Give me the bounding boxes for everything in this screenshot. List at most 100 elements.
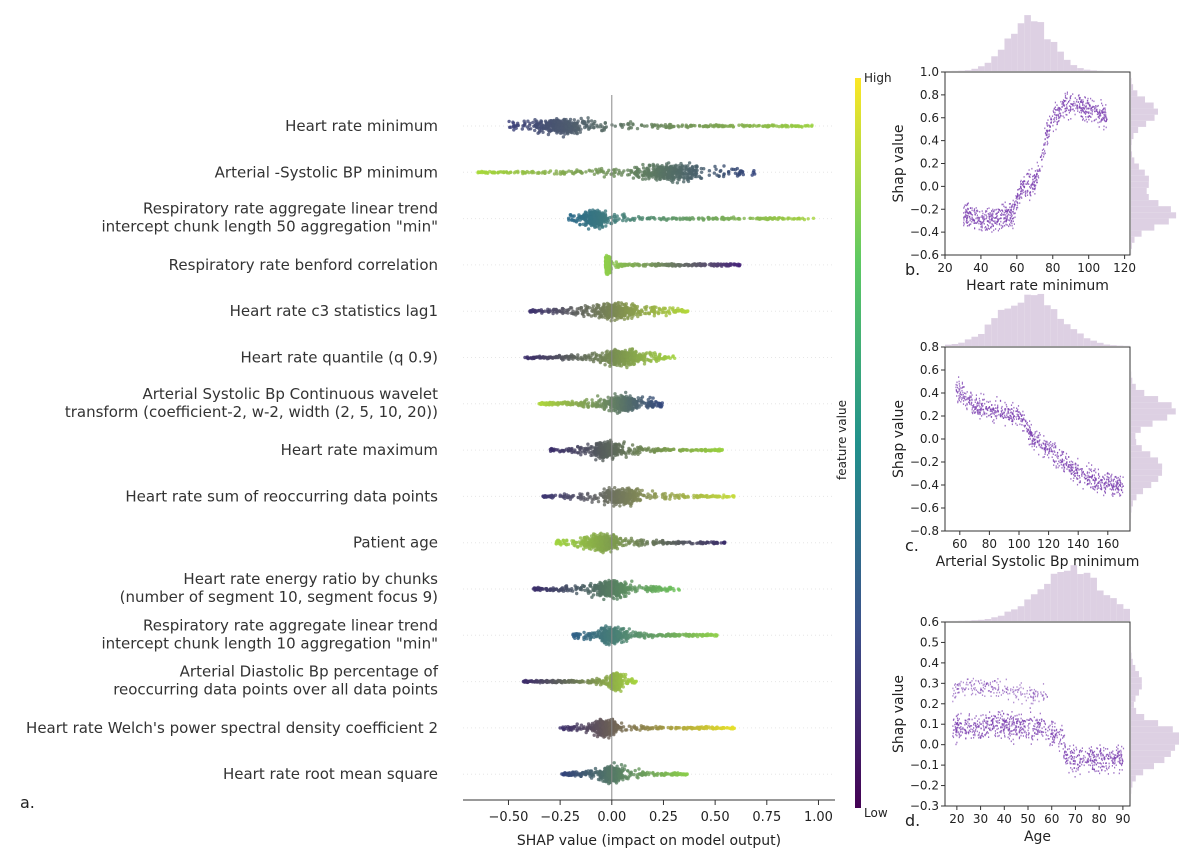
shap-point <box>636 358 640 362</box>
shap-point <box>534 355 539 359</box>
shap-point <box>781 124 786 128</box>
shap-point <box>625 354 630 359</box>
shap-point <box>537 130 541 134</box>
shap-point <box>688 168 693 173</box>
shap-point <box>590 497 594 501</box>
shap-point <box>496 171 500 175</box>
shap-point <box>603 209 608 213</box>
shap-point <box>594 442 599 447</box>
shap-point <box>654 354 658 359</box>
shap-point <box>540 171 544 175</box>
shap-point <box>493 171 497 175</box>
shap-point <box>604 454 608 458</box>
shap-point <box>636 167 640 171</box>
shap-point <box>555 172 559 176</box>
shap-point <box>673 310 678 314</box>
shap-point <box>686 179 691 184</box>
shap-point <box>643 447 647 451</box>
shap-point <box>800 125 804 129</box>
shap-point <box>523 355 527 360</box>
shap-point <box>655 167 660 171</box>
shap-point <box>580 357 584 361</box>
shap-point <box>576 444 580 449</box>
shap-point <box>602 487 606 491</box>
shap-point <box>648 163 652 168</box>
shap-point <box>707 169 712 173</box>
shap-point <box>590 401 595 405</box>
shap-point <box>600 493 604 497</box>
shap-point <box>581 450 585 454</box>
shap-point <box>572 118 576 122</box>
shap-point <box>598 306 603 311</box>
shap-point <box>672 166 677 170</box>
shap-point <box>643 355 647 359</box>
shap-point <box>786 125 790 129</box>
shap-point <box>698 124 702 128</box>
shap-point <box>748 124 752 128</box>
shap-point <box>612 174 616 178</box>
shap-point <box>714 217 719 221</box>
shap-point <box>622 216 626 220</box>
shap-point <box>579 453 583 457</box>
shap-point <box>714 167 718 171</box>
shap-point <box>572 127 576 132</box>
shap-point <box>536 126 540 130</box>
shap-point <box>651 396 655 400</box>
shap-point <box>712 171 716 175</box>
shap-point <box>595 123 599 128</box>
shap-point <box>531 355 535 360</box>
shap-point <box>690 448 695 452</box>
shap-point <box>596 499 601 504</box>
shap-point <box>589 119 594 123</box>
feature-row: Heart rate maximum <box>281 438 835 463</box>
shap-point <box>640 447 644 451</box>
shap-point <box>575 128 579 132</box>
shap-point <box>653 262 657 267</box>
shap-point <box>639 357 643 361</box>
shap-point <box>726 216 730 220</box>
shap-point <box>560 123 564 127</box>
shap-point <box>600 358 605 362</box>
shap-point <box>579 404 584 408</box>
shap-point <box>535 171 539 175</box>
shap-point <box>507 119 511 124</box>
shap-point <box>549 129 553 133</box>
shap-point <box>605 352 610 357</box>
shap-point <box>732 217 736 221</box>
shap-point <box>684 167 688 171</box>
shap-point <box>797 216 801 220</box>
shap-point <box>707 217 712 221</box>
shap-point <box>647 446 651 450</box>
shap-point <box>512 128 516 132</box>
shap-point <box>613 170 617 174</box>
shap-point <box>635 126 640 131</box>
shap-point <box>711 494 715 499</box>
shap-point <box>742 123 747 128</box>
shap-point <box>619 448 623 453</box>
shap-point <box>556 125 560 130</box>
shap-point <box>699 448 703 452</box>
shap-point <box>554 169 558 173</box>
shap-point <box>579 116 583 121</box>
shap-point <box>651 404 655 408</box>
shap-point <box>545 309 550 314</box>
shap-point <box>589 223 594 228</box>
shap-point <box>560 126 564 130</box>
shap-point <box>650 263 654 268</box>
shap-point <box>566 216 571 220</box>
feature-label: Heart rate c3 statistics lag1 <box>230 302 438 320</box>
shap-point <box>665 166 669 170</box>
shap-point <box>596 450 600 454</box>
shap-point <box>576 119 580 123</box>
shap-point <box>652 314 656 318</box>
shap-point <box>678 217 682 222</box>
shap-point <box>589 446 593 451</box>
shap-point <box>639 403 643 407</box>
shap-point <box>571 357 575 361</box>
shap-point <box>616 407 621 411</box>
shap-point <box>642 493 646 498</box>
shap-point <box>627 400 631 405</box>
shap-point <box>578 223 582 227</box>
shap-point <box>677 496 681 500</box>
shap-point <box>592 121 596 126</box>
